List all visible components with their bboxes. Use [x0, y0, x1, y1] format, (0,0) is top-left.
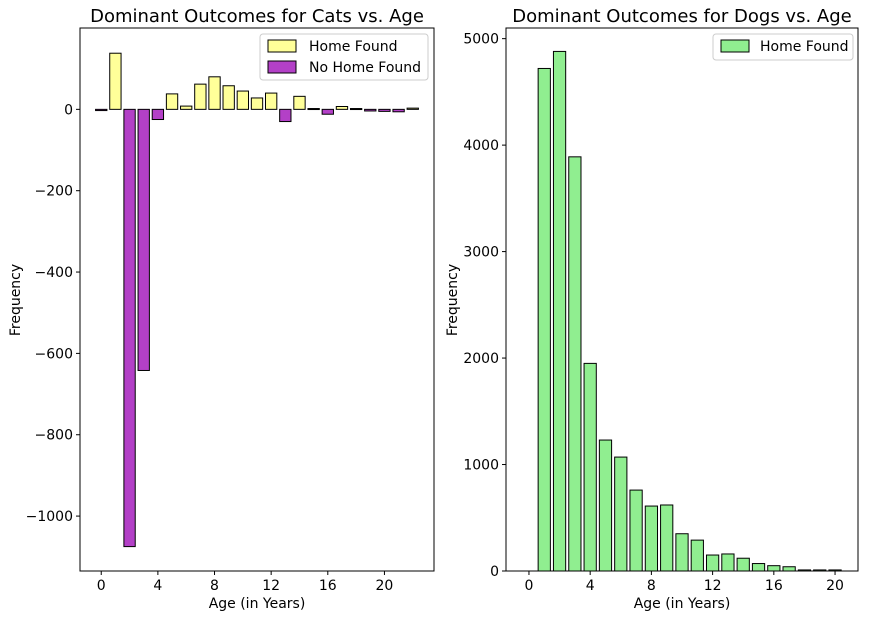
dogs-bar-home-found — [629, 489, 643, 572]
cats-legend-home-found: Home Found — [309, 39, 398, 55]
cats-bar-home-found — [165, 93, 179, 110]
cats-legend-swatch-no-home-found — [267, 60, 297, 74]
dogs-ytick-label: 0 — [490, 564, 499, 580]
dogs-xtick-label: 20 — [826, 578, 844, 594]
dogs-xtick-label: 8 — [647, 578, 656, 594]
dogs-bar-home-found — [598, 439, 613, 572]
dogs-ytick-label: 1000 — [463, 458, 499, 474]
cats-chart: Dominant Outcomes for Cats vs. Age 0 −200… — [8, 6, 435, 612]
dogs-bar-home-found — [568, 156, 582, 572]
dogs-bar-home-found — [751, 563, 766, 572]
cats-bar-home-found — [406, 107, 419, 110]
dogs-ylabel: Frequency — [445, 264, 461, 336]
cats-bar-home-found — [264, 92, 278, 110]
dogs-bar-home-found — [583, 362, 597, 572]
cats-legend-box — [259, 33, 429, 81]
dogs-bar-home-found — [614, 456, 628, 572]
cats-bar-no-home-found — [378, 108, 391, 112]
cats-bar-home-found — [293, 95, 306, 110]
dogs-bar-home-found — [660, 504, 674, 572]
cats-bar-home-found — [194, 83, 207, 110]
cats-plot-frame — [79, 27, 435, 572]
dogs-legend-home-found: Home Found — [760, 39, 849, 55]
dogs-bar-home-found — [552, 50, 567, 572]
dogs-bar-home-found — [736, 557, 750, 572]
cats-bar-no-home-found — [364, 108, 377, 112]
cats-bar-home-found — [349, 108, 363, 111]
dogs-legend: Home Found — [712, 33, 854, 61]
dogs-bar-home-found — [537, 67, 551, 572]
dogs-xlabel: Age (in Years) — [634, 596, 731, 612]
cats-xtick-label: 20 — [376, 578, 394, 594]
dogs-xtick-label: 0 — [524, 578, 533, 594]
cats-title: Dominant Outcomes for Cats vs. Age — [90, 6, 424, 27]
cats-xtick-label: 16 — [319, 578, 337, 594]
dogs-bar-home-found — [675, 533, 689, 572]
cats-xtick-label: 12 — [262, 578, 280, 594]
cats-ytick-label: −1000 — [26, 509, 73, 525]
cats-legend-no-home-found: No Home Found — [309, 60, 421, 76]
dogs-title: Dominant Outcomes for Dogs vs. Age — [512, 6, 851, 27]
cats-bar-home-found — [307, 108, 320, 111]
cats-bar-no-home-found — [123, 108, 136, 548]
cats-bar-no-home-found — [151, 108, 165, 121]
dogs-bar-home-found — [690, 539, 704, 572]
cats-ytick-label: −400 — [35, 265, 73, 281]
dogs-bar-home-found — [767, 565, 781, 572]
dogs-plot-frame — [505, 27, 859, 572]
cats-ytick-label: −600 — [35, 346, 73, 362]
cats-bar-home-found — [222, 85, 235, 110]
cats-bar-home-found — [250, 97, 264, 110]
cats-xtick-label: 4 — [153, 578, 162, 594]
dogs-bar-home-found — [721, 553, 735, 572]
dogs-xtick-label: 12 — [704, 578, 722, 594]
dogs-chart: Dominant Outcomes for Dogs vs. Age 0 1000… — [445, 6, 859, 612]
cats-ylabel: Frequency — [8, 264, 24, 336]
cats-bar-home-found — [335, 106, 349, 110]
cats-bar-no-home-found — [321, 108, 334, 115]
dogs-xtick-label: 4 — [586, 578, 595, 594]
cats-xtick-label: 0 — [97, 578, 106, 594]
cats-xtick-label: 8 — [210, 578, 219, 594]
cats-xlabel: Age (in Years) — [209, 596, 306, 612]
cats-bar-no-home-found — [95, 108, 108, 112]
cats-bar-no-home-found — [392, 108, 405, 113]
dogs-bar-home-found — [705, 554, 720, 572]
cats-legend: Home Found No Home Found — [259, 33, 429, 81]
dogs-bar-home-found — [782, 566, 796, 572]
cats-bar-no-home-found — [279, 108, 292, 123]
cats-bar-home-found — [109, 52, 122, 110]
cats-bar-home-found — [236, 90, 250, 110]
dogs-ytick-label: 4000 — [463, 138, 499, 154]
cats-bar-no-home-found — [137, 108, 150, 371]
cats-ytick-label: 0 — [64, 102, 73, 118]
cats-ytick-label: −200 — [35, 184, 73, 200]
dogs-legend-swatch-home-found — [720, 39, 750, 53]
dogs-xtick-label: 16 — [765, 578, 783, 594]
dogs-ytick-label: 3000 — [463, 245, 499, 261]
cats-bar-home-found — [180, 105, 193, 110]
dogs-bar-home-found — [644, 505, 659, 572]
dogs-ytick-label: 5000 — [463, 32, 499, 48]
cats-ytick-label: −800 — [35, 428, 73, 444]
cats-legend-swatch-home-found — [267, 39, 297, 53]
dogs-ytick-label: 2000 — [463, 351, 499, 367]
cats-bar-home-found — [208, 76, 221, 110]
